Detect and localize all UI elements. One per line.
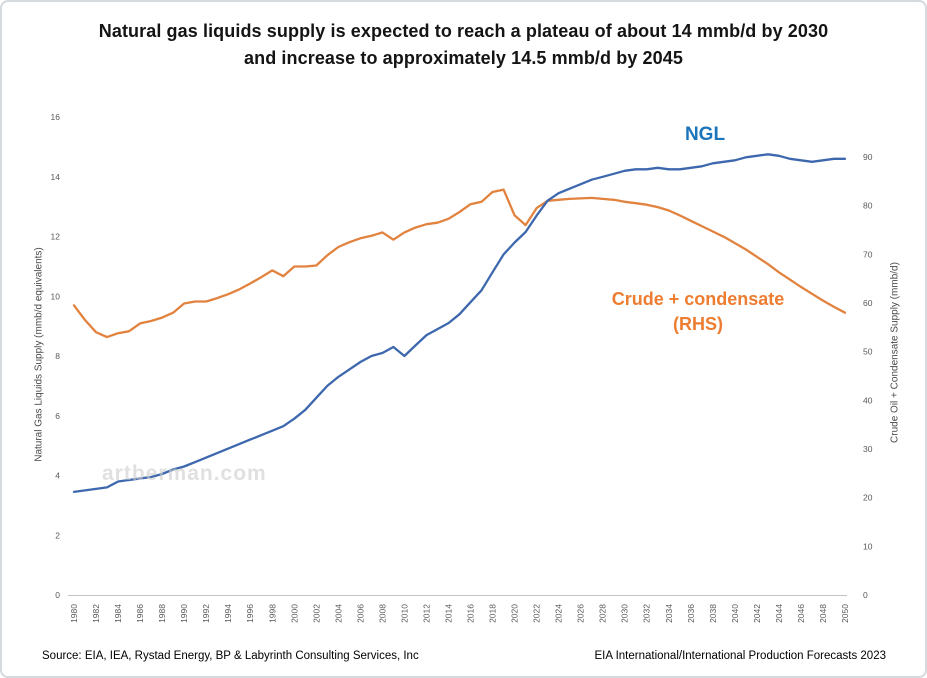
chart-title-line1: Natural gas liquids supply is expected t… bbox=[98, 21, 829, 41]
forecast-credit-text: EIA International/International Producti… bbox=[594, 650, 886, 662]
right-axis-tick-label: 10 bbox=[863, 541, 873, 551]
x-axis-tick-label: 2028 bbox=[598, 604, 608, 623]
x-axis-tick-label: 2018 bbox=[488, 604, 498, 623]
x-axis-tick-label: 1984 bbox=[113, 604, 123, 623]
x-axis-tick-label: 2010 bbox=[399, 604, 409, 623]
crude-series-label: Crude + condensate (RHS) bbox=[588, 287, 808, 337]
x-axis-tick-label: 2008 bbox=[377, 604, 387, 623]
right-axis-tick-label: 20 bbox=[863, 493, 873, 503]
left-axis-title: Natural Gas Liquids Supply (mmb/d equiva… bbox=[33, 247, 45, 462]
x-axis-tick-label: 2040 bbox=[730, 604, 740, 623]
x-axis-tick-label: 1998 bbox=[267, 604, 277, 623]
x-axis-tick-label: 2026 bbox=[576, 604, 586, 623]
x-axis-tick-label: 1992 bbox=[201, 604, 211, 623]
x-axis-tick-label: 1990 bbox=[179, 604, 189, 623]
x-axis-tick-label: 1994 bbox=[223, 604, 233, 623]
x-axis-tick-label: 2048 bbox=[818, 604, 828, 623]
source-text: Source: EIA, IEA, Rystad Energy, BP & La… bbox=[42, 650, 419, 662]
left-axis-tick-label: 10 bbox=[51, 291, 61, 301]
x-axis-tick-label: 2042 bbox=[752, 604, 762, 623]
x-axis-tick-label: 1980 bbox=[69, 604, 79, 623]
x-axis-tick-label: 2044 bbox=[774, 604, 784, 623]
x-axis-tick-label: 1986 bbox=[135, 604, 145, 623]
x-axis-tick-label: 1996 bbox=[245, 604, 255, 623]
right-axis-tick-label: 60 bbox=[863, 298, 873, 308]
x-axis-tick-label: 2006 bbox=[355, 604, 365, 623]
right-axis-tick-label: 70 bbox=[863, 249, 873, 259]
x-axis-tick-label: 2038 bbox=[708, 604, 718, 623]
left-axis-tick-label: 8 bbox=[55, 351, 60, 361]
x-axis-tick-label: 2022 bbox=[532, 604, 542, 623]
crude-series-label-line1: Crude + condensate bbox=[611, 289, 785, 309]
x-axis-tick-label: 2034 bbox=[664, 604, 674, 623]
left-axis-tick-label: 16 bbox=[51, 112, 61, 122]
crude-series-label-line2: (RHS) bbox=[673, 314, 723, 334]
left-axis-tick-label: 14 bbox=[51, 172, 61, 182]
x-axis-tick-label: 2002 bbox=[311, 604, 321, 623]
x-axis-tick-label: 2024 bbox=[554, 604, 564, 623]
x-axis-tick-label: 2016 bbox=[466, 604, 476, 623]
x-axis-tick-label: 1982 bbox=[91, 604, 101, 623]
right-axis-title: Crude Oil + Condensate Supply (mmb/d) bbox=[889, 262, 901, 443]
footer: Source: EIA, IEA, Rystad Energy, BP & La… bbox=[2, 650, 925, 662]
left-axis-tick-label: 12 bbox=[51, 232, 61, 242]
x-axis-tick-label: 2030 bbox=[620, 604, 630, 623]
ngl-series-label: NGL bbox=[684, 124, 726, 145]
right-axis-tick-label: 80 bbox=[863, 201, 873, 211]
left-axis-tick-label: 4 bbox=[55, 471, 60, 481]
right-axis-tick-label: 50 bbox=[863, 347, 873, 357]
x-axis-tick-label: 2014 bbox=[443, 604, 453, 623]
x-axis-tick-label: 1988 bbox=[157, 604, 167, 623]
ngl-line bbox=[72, 153, 847, 494]
right-axis-tick-label: 90 bbox=[863, 152, 873, 162]
chart-title-line2: and increase to approximately 14.5 mmb/d… bbox=[244, 48, 683, 68]
x-axis-tick-label: 2036 bbox=[686, 604, 696, 623]
chart-title: Natural gas liquids supply is expected t… bbox=[2, 18, 925, 72]
left-axis-tick-label: 0 bbox=[55, 590, 60, 600]
x-axis-tick-label: 2032 bbox=[642, 604, 652, 623]
x-axis-tick-label: 2050 bbox=[840, 604, 850, 623]
crude-condensate-line bbox=[72, 188, 847, 339]
x-axis-tick-label: 2046 bbox=[796, 604, 806, 623]
left-axis-tick-label: 2 bbox=[55, 530, 60, 540]
x-axis-tick-label: 2004 bbox=[333, 604, 343, 623]
x-axis-tick-label: 2012 bbox=[421, 604, 431, 623]
x-axis-tick-label: 2000 bbox=[289, 604, 299, 623]
right-axis-tick-label: 30 bbox=[863, 444, 873, 454]
right-axis-tick-label: 40 bbox=[863, 395, 873, 405]
watermark: artberman.com bbox=[102, 462, 267, 485]
x-axis-tick-label: 2020 bbox=[510, 604, 520, 623]
left-axis-tick-label: 6 bbox=[55, 411, 60, 421]
right-axis-tick-label: 0 bbox=[863, 590, 868, 600]
